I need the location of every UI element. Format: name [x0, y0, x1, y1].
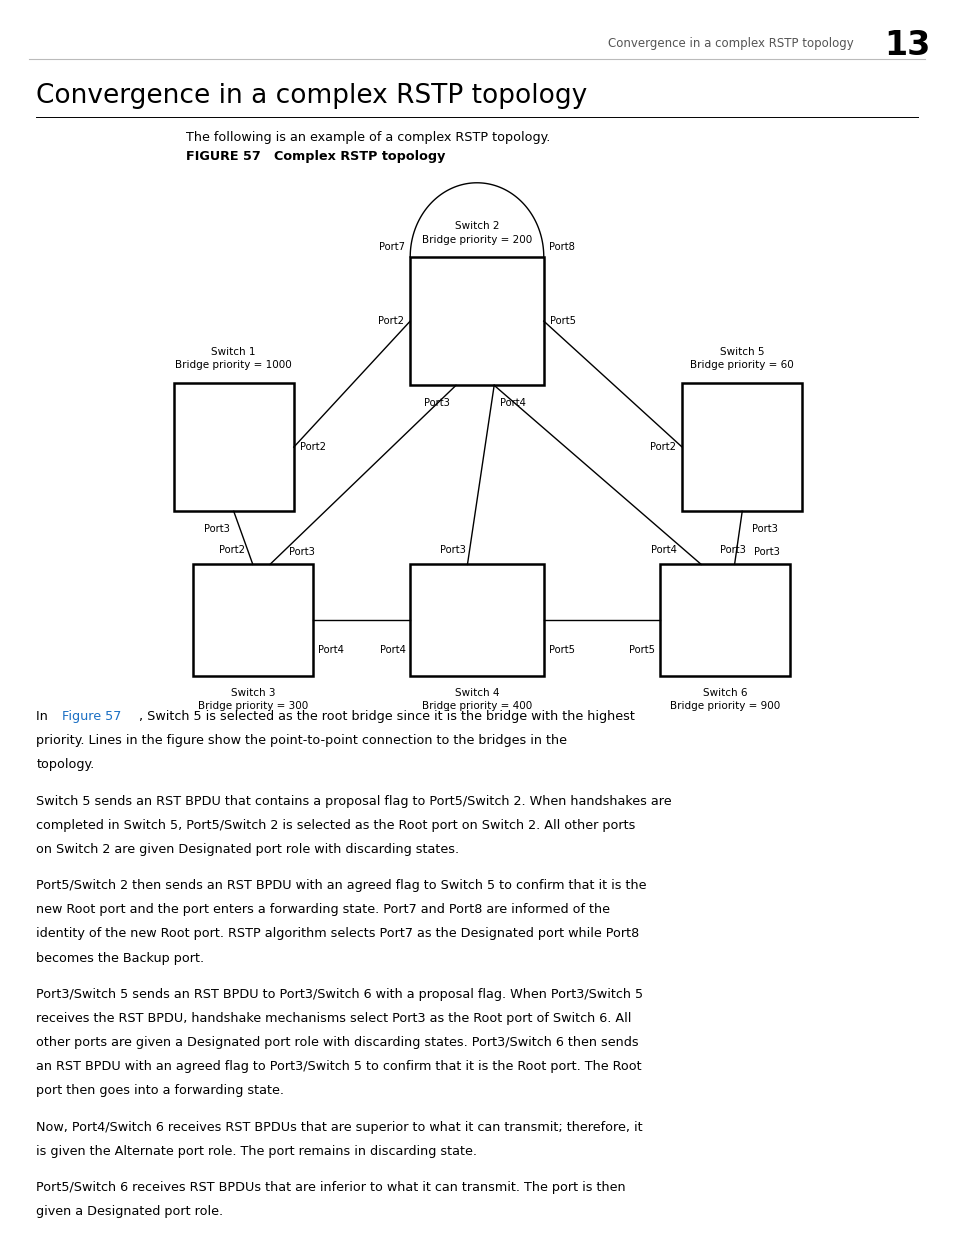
Bar: [410, 564, 543, 676]
Text: identity of the new Root port. RSTP algorithm selects Port7 as the Designated po: identity of the new Root port. RSTP algo…: [36, 927, 639, 941]
Text: Switch 6
Bridge priority = 900: Switch 6 Bridge priority = 900: [669, 688, 780, 711]
Text: Port3: Port3: [439, 545, 465, 555]
Text: Switch 2
Bridge priority = 200: Switch 2 Bridge priority = 200: [421, 221, 532, 245]
Text: In: In: [36, 710, 52, 724]
Bar: [173, 383, 294, 511]
Text: Port4: Port4: [651, 545, 677, 555]
Bar: [659, 564, 789, 676]
Text: Convergence in a complex RSTP topology: Convergence in a complex RSTP topology: [36, 83, 587, 110]
Text: Switch 1
Bridge priority = 1000: Switch 1 Bridge priority = 1000: [175, 347, 292, 370]
Text: Port3: Port3: [203, 524, 230, 534]
Text: Now, Port4/Switch 6 receives RST BPDUs that are superior to what it can transmit: Now, Port4/Switch 6 receives RST BPDUs t…: [36, 1121, 642, 1134]
Text: Port5: Port5: [549, 316, 575, 326]
Text: Port3: Port3: [424, 398, 450, 408]
Text: Port2: Port2: [650, 442, 676, 452]
Bar: [681, 383, 801, 511]
Text: priority. Lines in the figure show the point-to-point connection to the bridges : priority. Lines in the figure show the p…: [36, 734, 567, 747]
Text: is given the Alternate port role. The port remains in discarding state.: is given the Alternate port role. The po…: [36, 1145, 476, 1158]
Text: Port5/Switch 6 receives RST BPDUs that are inferior to what it can transmit. The: Port5/Switch 6 receives RST BPDUs that a…: [36, 1182, 625, 1194]
Text: other ports are given a Designated port role with discarding states. Port3/Switc: other ports are given a Designated port …: [36, 1036, 639, 1050]
Text: Port5: Port5: [548, 645, 574, 655]
Text: Switch 5
Bridge priority = 60: Switch 5 Bridge priority = 60: [690, 347, 793, 370]
Text: Port3: Port3: [751, 524, 777, 534]
Text: Port5: Port5: [629, 645, 655, 655]
Text: The following is an example of a complex RSTP topology.: The following is an example of a complex…: [186, 131, 550, 143]
Text: Switch 4
Bridge priority = 400: Switch 4 Bridge priority = 400: [421, 688, 532, 711]
Text: Port2: Port2: [378, 316, 404, 326]
Text: Port2: Port2: [299, 442, 325, 452]
Text: Port8: Port8: [548, 242, 574, 252]
Text: Port4: Port4: [379, 645, 405, 655]
Text: receives the RST BPDU, handshake mechanisms select Port3 as the Root port of Swi: receives the RST BPDU, handshake mechani…: [36, 1013, 631, 1025]
Text: port then goes into a forwarding state.: port then goes into a forwarding state.: [36, 1084, 284, 1098]
Bar: [193, 564, 313, 676]
Text: Port4: Port4: [499, 398, 525, 408]
Text: Figure 57: Figure 57: [62, 710, 121, 724]
Text: on Switch 2 are given Designated port role with discarding states.: on Switch 2 are given Designated port ro…: [36, 844, 459, 856]
Text: , Switch 5 is selected as the root bridge since it is the bridge with the highes: , Switch 5 is selected as the root bridg…: [138, 710, 634, 724]
Text: Switch 5 sends an RST BPDU that contains a proposal flag to Port5/Switch 2. When: Switch 5 sends an RST BPDU that contains…: [36, 795, 671, 808]
Text: Port3: Port3: [289, 547, 314, 557]
Text: an RST BPDU with an agreed flag to Port3/Switch 5 to confirm that it is the Root: an RST BPDU with an agreed flag to Port3…: [36, 1060, 641, 1073]
Text: Convergence in a complex RSTP topology: Convergence in a complex RSTP topology: [607, 37, 853, 49]
Text: topology.: topology.: [36, 758, 94, 772]
Text: Port4: Port4: [317, 645, 343, 655]
Text: given a Designated port role.: given a Designated port role.: [36, 1205, 223, 1219]
Text: 13: 13: [882, 30, 929, 62]
Bar: [410, 257, 543, 385]
Text: new Root port and the port enters a forwarding state. Port7 and Port8 are inform: new Root port and the port enters a forw…: [36, 904, 610, 916]
Text: Port2: Port2: [218, 545, 245, 555]
Text: Port3: Port3: [753, 547, 779, 557]
Text: Complex RSTP topology: Complex RSTP topology: [255, 151, 445, 163]
Text: FIGURE 57: FIGURE 57: [186, 151, 260, 163]
Text: Port3/Switch 5 sends an RST BPDU to Port3/Switch 6 with a proposal flag. When Po: Port3/Switch 5 sends an RST BPDU to Port…: [36, 988, 642, 1002]
Text: Port5/Switch 2 then sends an RST BPDU with an agreed flag to Switch 5 to confirm: Port5/Switch 2 then sends an RST BPDU wi…: [36, 879, 646, 893]
Text: Switch 3
Bridge priority = 300: Switch 3 Bridge priority = 300: [197, 688, 308, 711]
Text: Port7: Port7: [379, 242, 405, 252]
Text: completed in Switch 5, Port5/Switch 2 is selected as the Root port on Switch 2. : completed in Switch 5, Port5/Switch 2 is…: [36, 819, 635, 832]
Text: becomes the Backup port.: becomes the Backup port.: [36, 952, 204, 965]
Text: Port3: Port3: [720, 545, 745, 555]
